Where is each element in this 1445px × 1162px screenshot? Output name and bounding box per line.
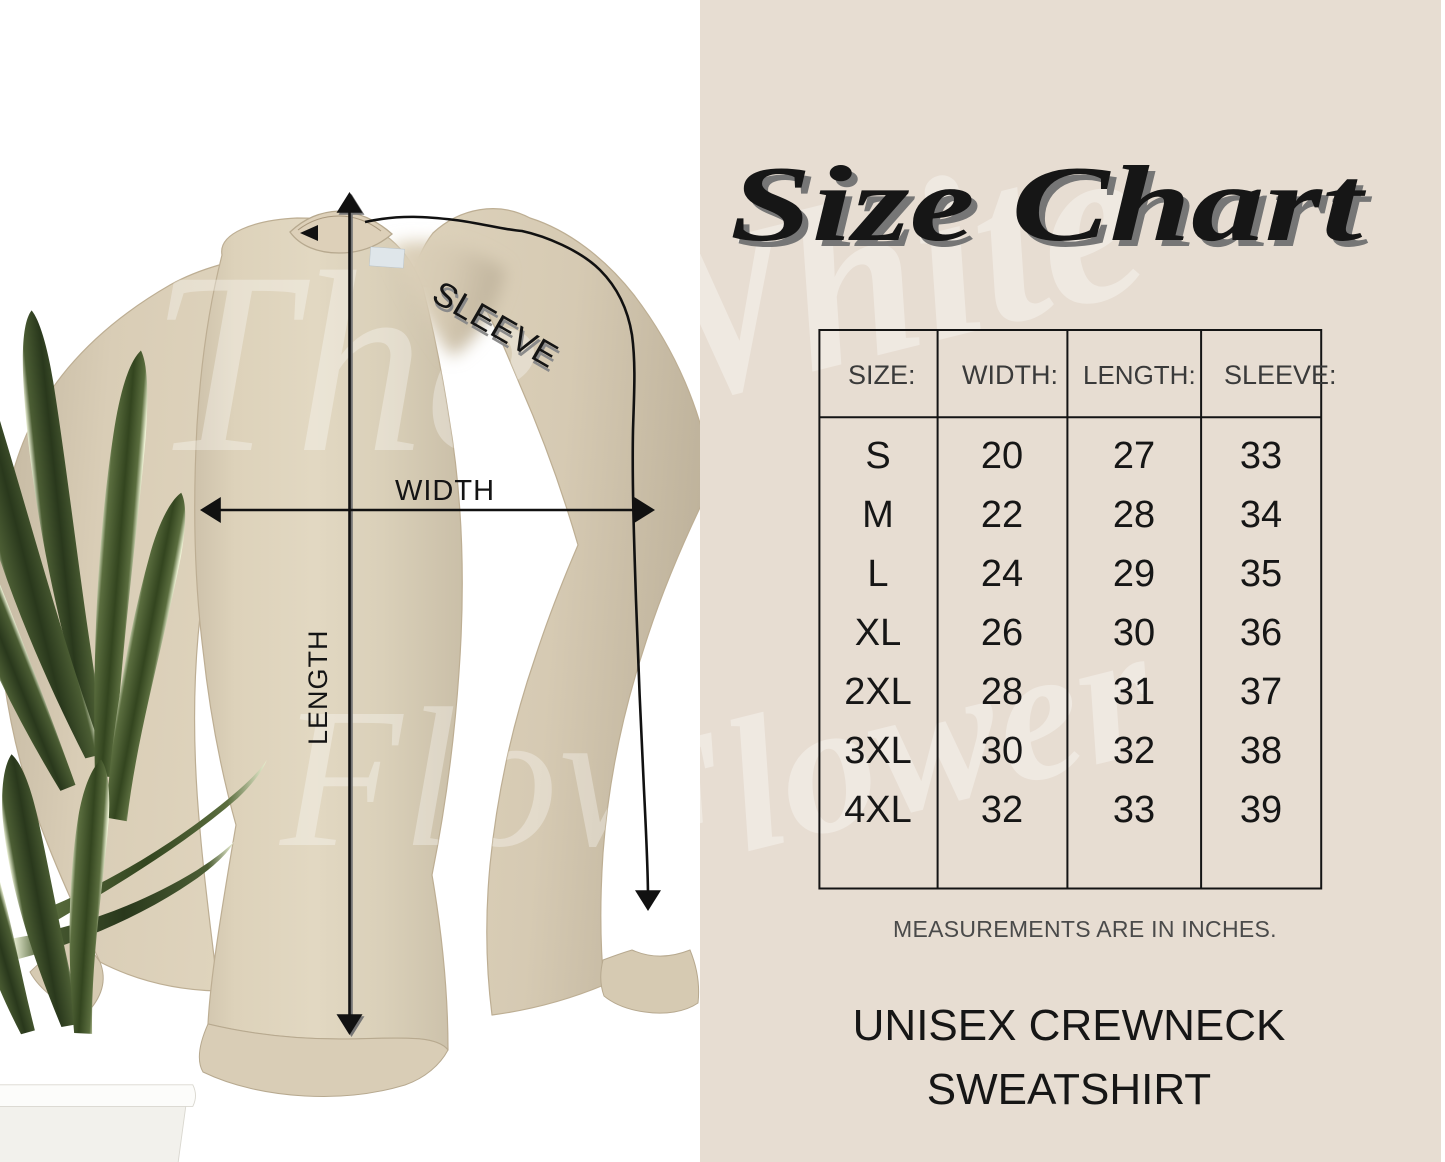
svg-text:29: 29 [1113, 553, 1155, 595]
svg-text:34: 34 [1240, 494, 1282, 536]
svg-text:31: 31 [1113, 671, 1155, 713]
svg-text:32: 32 [981, 789, 1023, 831]
svg-text:28: 28 [1113, 494, 1155, 536]
svg-text:S: S [865, 435, 890, 477]
svg-text:28: 28 [981, 671, 1023, 713]
svg-text:30: 30 [1113, 612, 1155, 654]
svg-text:36: 36 [1240, 612, 1282, 654]
svg-text:The: The [150, 219, 540, 507]
svg-text:30: 30 [981, 730, 1023, 772]
svg-text:22: 22 [981, 494, 1023, 536]
svg-text:WIDTH: WIDTH [395, 475, 495, 507]
svg-text:SIZE:: SIZE: [848, 360, 916, 390]
svg-text:33: 33 [1113, 789, 1155, 831]
svg-text:L: L [867, 553, 888, 595]
svg-text:SLEEVE:: SLEEVE: [1224, 360, 1337, 390]
svg-text:37: 37 [1240, 671, 1282, 713]
svg-text:4XL: 4XL [844, 789, 912, 831]
svg-text:33: 33 [1240, 435, 1282, 477]
svg-text:Flower: Flower [278, 668, 700, 889]
svg-text:27: 27 [1113, 435, 1155, 477]
svg-text:WIDTH:: WIDTH: [962, 360, 1058, 390]
svg-text:Size Chart: Size Chart [730, 144, 1367, 264]
svg-text:LENGTH:: LENGTH: [1083, 360, 1196, 390]
svg-text:38: 38 [1240, 730, 1282, 772]
svg-text:26: 26 [981, 612, 1023, 654]
svg-text:UNISEX CREWNECK: UNISEX CREWNECK [853, 1001, 1286, 1050]
svg-text:39: 39 [1240, 789, 1282, 831]
svg-text:3XL: 3XL [844, 730, 912, 772]
svg-text:24: 24 [981, 553, 1023, 595]
svg-text:M: M [862, 494, 894, 536]
svg-text:LENGTH: LENGTH [303, 629, 333, 745]
svg-text:XL: XL [855, 612, 901, 654]
svg-text:MEASUREMENTS ARE IN INCHES.: MEASUREMENTS ARE IN INCHES. [893, 916, 1277, 942]
svg-text:32: 32 [1113, 730, 1155, 772]
svg-text:20: 20 [981, 435, 1023, 477]
svg-text:2XL: 2XL [844, 671, 912, 713]
svg-text:35: 35 [1240, 553, 1282, 595]
svg-text:SWEATSHIRT: SWEATSHIRT [927, 1065, 1211, 1114]
